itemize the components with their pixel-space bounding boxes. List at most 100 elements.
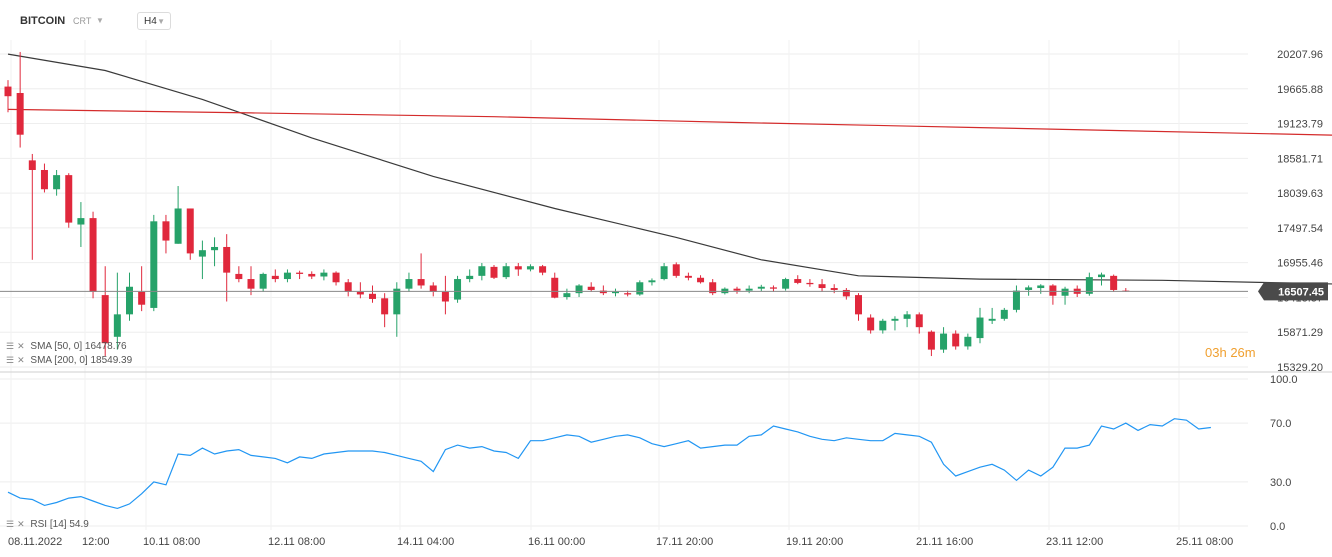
time-tick-label: 23.11 12:00 <box>1046 536 1103 548</box>
price-tick-label: 20207.96 <box>1277 49 1323 61</box>
countdown-minutes: 26 <box>1230 345 1245 360</box>
candle-body <box>296 272 304 274</box>
price-tick-label: 19123.79 <box>1277 119 1323 131</box>
candle-body <box>867 317 875 331</box>
candle-body <box>684 275 692 278</box>
sma200-line <box>7 108 1332 136</box>
candle-body <box>806 282 814 285</box>
candle-body <box>891 318 899 321</box>
candle-body <box>332 272 340 283</box>
candle-body <box>1110 275 1118 290</box>
current-price-badge <box>1258 282 1328 301</box>
candle-body <box>855 295 862 315</box>
candle-body <box>794 279 802 283</box>
candle-body <box>1025 287 1033 290</box>
candle-body <box>247 279 255 289</box>
close-icon[interactable]: ✕ <box>17 355 25 365</box>
settings-icon[interactable]: ☰ <box>6 355 15 365</box>
candle-body <box>113 314 121 337</box>
candle-body <box>697 277 705 283</box>
candle-body <box>454 279 462 300</box>
candle-body <box>211 246 219 251</box>
candle-body <box>964 336 972 347</box>
candle-body <box>259 273 267 289</box>
candle-body <box>733 288 741 291</box>
candle-body <box>417 279 425 286</box>
timeframe-value: H4 <box>144 16 157 27</box>
candle-body <box>16 93 24 135</box>
legend-sma200[interactable]: ☰ ✕ SMA [200, 0] 18549.39 <box>6 355 132 366</box>
candle-body <box>648 280 656 283</box>
rsi-tick-label: 100.0 <box>1270 374 1298 386</box>
candle-body <box>502 266 510 278</box>
time-tick-label: 12.11 08:00 <box>268 536 325 548</box>
candle-body <box>612 291 619 294</box>
time-tick-label: 25.11 08:00 <box>1176 536 1233 548</box>
price-tick-label: 18581.71 <box>1277 153 1323 165</box>
candle-body <box>514 266 522 270</box>
candle-body <box>40 169 48 190</box>
candle-body <box>150 221 158 308</box>
settings-icon[interactable]: ☰ <box>6 341 15 351</box>
instrument-symbol[interactable]: BITCOIN <box>20 15 66 27</box>
candle-body <box>405 279 413 289</box>
sma200-value: 18549.39 <box>90 355 133 366</box>
candle-body <box>283 272 291 280</box>
legend-rsi[interactable]: ☰ ✕ RSI [14] 54.9 <box>6 519 89 530</box>
sma50-value: 16478.76 <box>84 341 127 352</box>
candle-body <box>526 266 534 270</box>
candle-body <box>186 208 194 254</box>
timeframe-select[interactable]: H4 ▼ <box>137 12 171 30</box>
settings-icon[interactable]: ☰ <box>6 519 15 529</box>
price-tick-label: 15871.29 <box>1277 327 1323 339</box>
candle-body <box>563 293 571 298</box>
candle-body <box>53 175 61 190</box>
rsi-tick-label: 0.0 <box>1270 521 1285 533</box>
candle-body <box>429 285 437 292</box>
candle-body <box>320 272 328 277</box>
candle-body <box>927 331 935 350</box>
time-tick-label: 17.11 20:00 <box>656 536 713 548</box>
price-tick-label: 15329.20 <box>1277 362 1323 374</box>
rsi-value: 54.9 <box>69 519 89 530</box>
time-tick-label: 21.11 16:00 <box>916 536 973 548</box>
candle-body <box>842 289 850 297</box>
candle-body <box>1085 277 1093 294</box>
candle-body <box>660 266 668 280</box>
candle-body <box>28 160 36 170</box>
candle-body <box>1049 285 1057 296</box>
rsi-tick-label: 30.0 <box>1270 477 1291 489</box>
price-tick-label: 19665.88 <box>1277 84 1323 96</box>
candle-body <box>709 282 717 294</box>
candle-body <box>818 284 826 289</box>
candle-body <box>126 286 133 315</box>
candle-body <box>162 221 170 241</box>
rsi-label: RSI [14] <box>30 519 67 530</box>
candle-body <box>624 293 632 295</box>
candle-body <box>490 266 498 278</box>
candle-body <box>381 298 389 315</box>
legend-sma50[interactable]: ☰ ✕ SMA [50, 0] 16478.76 <box>6 341 127 352</box>
current-price-label: 16507.45 <box>1278 286 1324 298</box>
candle-body <box>879 320 887 331</box>
candle-body <box>271 275 279 280</box>
sma50-line <box>7 53 1332 285</box>
candle-body <box>174 208 182 244</box>
candle-body <box>830 288 838 290</box>
close-icon[interactable]: ✕ <box>17 519 25 529</box>
candle-body <box>1061 288 1069 296</box>
sma50-label: SMA [50, 0] <box>30 341 83 352</box>
price-tick-label: 16955.46 <box>1277 258 1323 270</box>
chevron-down-icon[interactable]: ▼ <box>96 16 104 25</box>
close-icon[interactable]: ✕ <box>17 341 25 351</box>
candle-body <box>138 291 146 305</box>
candle-body <box>782 279 790 289</box>
candle-body <box>636 282 644 295</box>
candle-body <box>1037 285 1045 289</box>
rsi-line <box>7 418 1211 510</box>
candle-body <box>441 291 449 302</box>
chart-toolbar: BITCOIN CRT ▼ H4 ▼ <box>0 0 300 40</box>
time-tick-label: 14.11 04:00 <box>397 536 454 548</box>
candle-body <box>1000 309 1008 319</box>
